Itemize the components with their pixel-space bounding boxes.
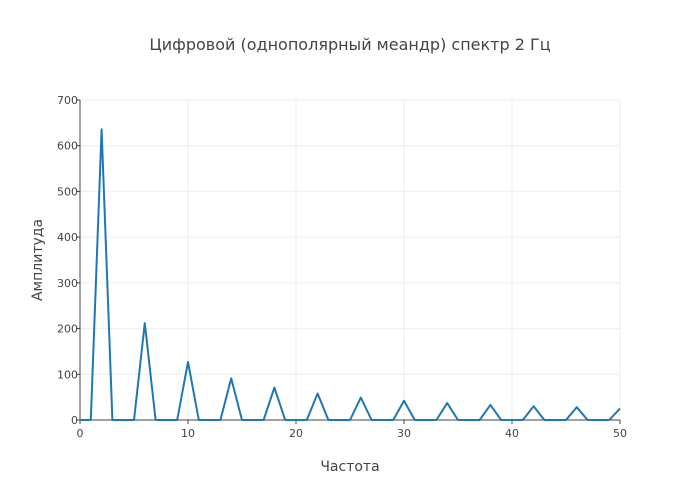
x-tick-label: 30: [397, 427, 411, 440]
x-tick-label: 0: [77, 427, 84, 440]
y-axis-title: Амплитуда: [30, 219, 46, 301]
y-tick-label: 400: [57, 231, 78, 244]
y-tick-label: 0: [71, 414, 78, 427]
x-tick-label: 50: [613, 427, 627, 440]
x-tick-label: 20: [289, 427, 303, 440]
y-tick-label: 700: [57, 94, 78, 107]
x-axis-title: Частота: [320, 459, 379, 475]
tick-labels: 0 100 200 300 400 500 600 700 0 10 20 30 40 50: [57, 94, 627, 440]
y-tick-label: 200: [57, 323, 78, 336]
y-tick-label: 100: [57, 368, 78, 381]
x-tick-label: 40: [505, 427, 519, 440]
y-tick-label: 600: [57, 140, 78, 153]
y-tick-label: 300: [57, 277, 78, 290]
x-tick-label: 10: [181, 427, 195, 440]
axes: [79, 100, 620, 421]
chart-title: Цифровой (однополярный меандр) спектр 2 …: [149, 35, 550, 54]
y-tick-label: 500: [57, 185, 78, 198]
series: [80, 128, 621, 421]
spectrum-line: [80, 128, 621, 421]
grid: [80, 99, 621, 420]
